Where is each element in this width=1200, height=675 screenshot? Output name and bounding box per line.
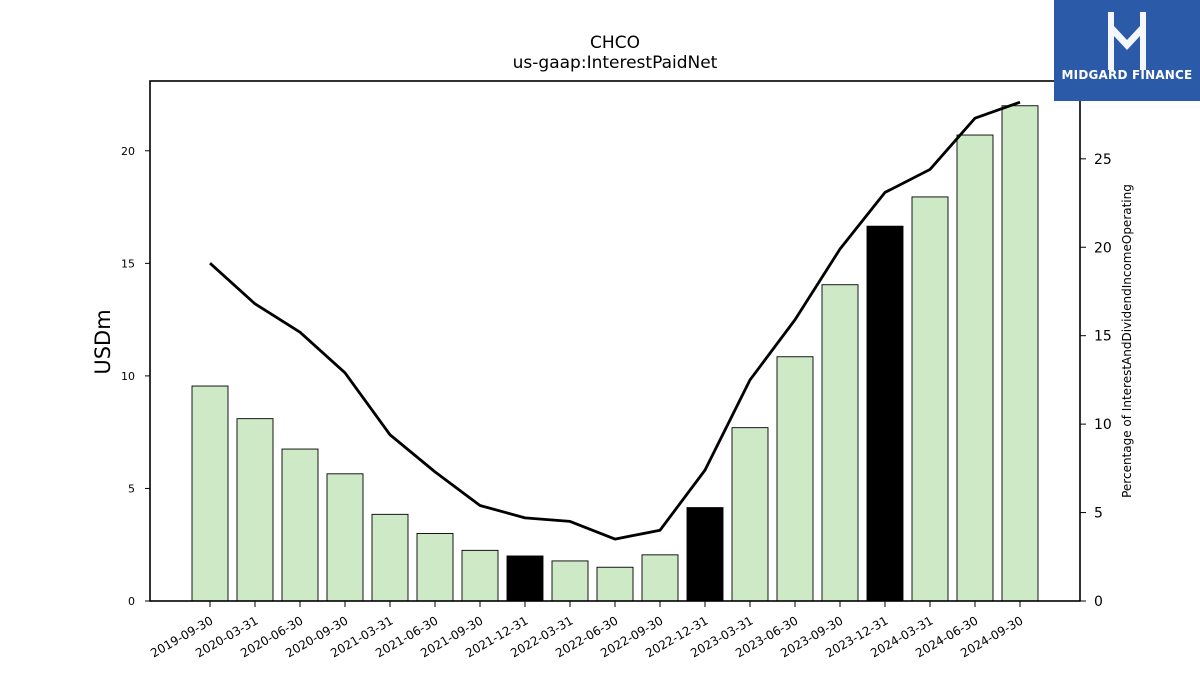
- bar: [416, 533, 454, 602]
- bar: [551, 560, 589, 602]
- bar: [506, 555, 544, 602]
- bar: [956, 134, 994, 602]
- bar: [641, 554, 679, 602]
- y2-tick-label: 10: [1094, 417, 1112, 433]
- y2-tick-label: 5: [1094, 506, 1103, 522]
- y-tick-label: 5: [128, 482, 135, 495]
- y2-tick-label: 15: [1094, 329, 1112, 345]
- bar: [911, 196, 949, 602]
- brand-logo: MIDGARD FINANCE: [1054, 0, 1200, 101]
- y-tick-label: 20: [121, 145, 135, 158]
- chart-title: CHCO: [590, 33, 640, 53]
- bar: [371, 513, 409, 602]
- y2-axis-label: Percentage of InterestAndDividendIncomeO…: [1120, 184, 1134, 498]
- y2-tick-label: 25: [1094, 152, 1112, 168]
- bar: [236, 418, 274, 602]
- logo-icon: [1108, 12, 1146, 70]
- line-series: [209, 100, 1021, 541]
- bar: [461, 549, 499, 602]
- bar: [281, 448, 319, 602]
- bar: [1001, 105, 1039, 602]
- bar: [326, 473, 364, 602]
- y-tick-label: 0: [128, 595, 135, 608]
- bar: [191, 385, 229, 602]
- bar: [776, 356, 814, 602]
- y2-tick-label: 20: [1094, 240, 1112, 256]
- y-axis-label: USDm: [91, 309, 115, 374]
- y-tick-label: 10: [121, 370, 135, 383]
- y-tick-label: 15: [121, 257, 135, 270]
- logo-text: MIDGARD FINANCE: [1061, 68, 1193, 82]
- bar: [686, 507, 724, 602]
- bar: [866, 225, 904, 602]
- chart-subtitle: us-gaap:InterestPaidNet: [512, 53, 718, 73]
- y2-tick-label: 0: [1094, 594, 1103, 610]
- bar: [596, 566, 634, 602]
- bar: [821, 284, 859, 602]
- bar: [731, 427, 769, 602]
